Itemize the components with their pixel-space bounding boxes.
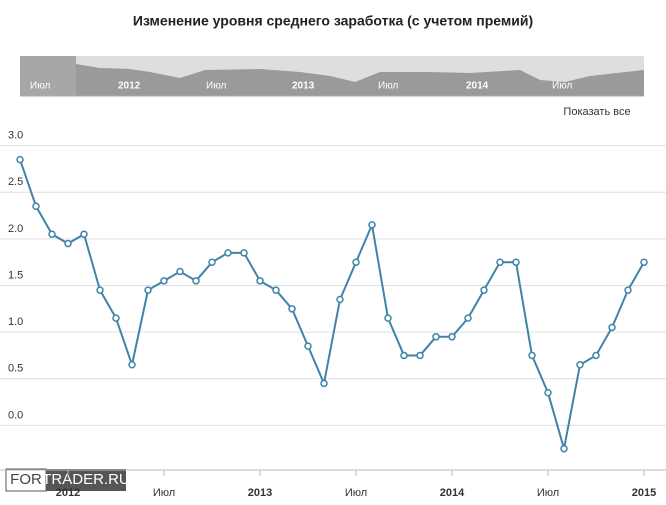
point: [176, 267, 184, 276]
navigator-label: Июл: [30, 81, 50, 92]
x-tick-label: Июл: [153, 487, 175, 499]
y-tick-label: 0.5: [8, 363, 23, 375]
point: [352, 258, 360, 266]
y-tick-label: 3.0: [8, 130, 23, 142]
navigator-label: 2013: [292, 81, 315, 92]
navigator-label: Июл: [552, 81, 572, 92]
x-tick-label: 2014: [440, 487, 465, 499]
point: [640, 258, 648, 266]
point: [544, 388, 552, 397]
point: [192, 277, 200, 285]
watermark: FOR: [10, 471, 42, 488]
point: [224, 249, 232, 257]
y-tick-label: 2.5: [8, 176, 23, 188]
y-tick-label: 1.5: [8, 269, 23, 281]
navigator-label: 2014: [466, 81, 489, 92]
point: [320, 379, 328, 388]
point: [480, 286, 488, 294]
line: [19, 159, 645, 449]
point: [464, 314, 472, 322]
watermark-box: [46, 469, 126, 491]
point: [64, 239, 72, 248]
point: [608, 323, 616, 332]
point: [48, 230, 56, 238]
point: [624, 286, 632, 294]
point: [368, 221, 376, 229]
point: [560, 444, 568, 453]
point: [256, 277, 264, 285]
y-tick-label: 0.0: [8, 409, 23, 421]
navigator-mask: [20, 56, 76, 96]
navigator-label: 2012: [118, 81, 141, 92]
point: [208, 258, 216, 266]
x-tick-label: Июл: [345, 487, 367, 499]
point: [144, 286, 152, 294]
point: [416, 351, 424, 360]
point: [32, 202, 40, 210]
y-tick-label: 2.0: [8, 223, 23, 235]
point: [384, 314, 392, 322]
point: [336, 295, 344, 304]
navigator-area: [76, 64, 644, 96]
point: [448, 333, 456, 341]
x-tick-label: 2013: [248, 487, 272, 499]
point: [128, 361, 136, 369]
point: [160, 277, 168, 285]
point: [528, 351, 536, 360]
point: [576, 361, 584, 369]
point: [432, 333, 440, 341]
chart-title: Изменение уровня среднего заработка (с у…: [133, 13, 533, 29]
point: [96, 286, 104, 294]
point: [304, 342, 312, 350]
point: [400, 351, 408, 360]
navigator-label: Июл: [206, 81, 226, 92]
x-tick-label: 2012: [56, 487, 80, 499]
point: [240, 249, 248, 257]
watermark: TRADER.RU: [42, 471, 130, 488]
point: [16, 155, 24, 164]
x-tick-label: 2015: [632, 487, 656, 499]
reset-button-label[interactable]: Показать все: [563, 106, 630, 118]
reset-button[interactable]: [556, 102, 638, 122]
point: [288, 305, 296, 313]
point: [512, 258, 520, 266]
point: [272, 286, 280, 294]
navigator-label: Июл: [378, 81, 398, 92]
point: [496, 258, 504, 266]
point: [80, 230, 88, 238]
point: [112, 314, 120, 322]
x-tick-label: Июл: [537, 487, 559, 499]
y-tick-label: 1.0: [8, 316, 23, 328]
point: [592, 351, 600, 360]
